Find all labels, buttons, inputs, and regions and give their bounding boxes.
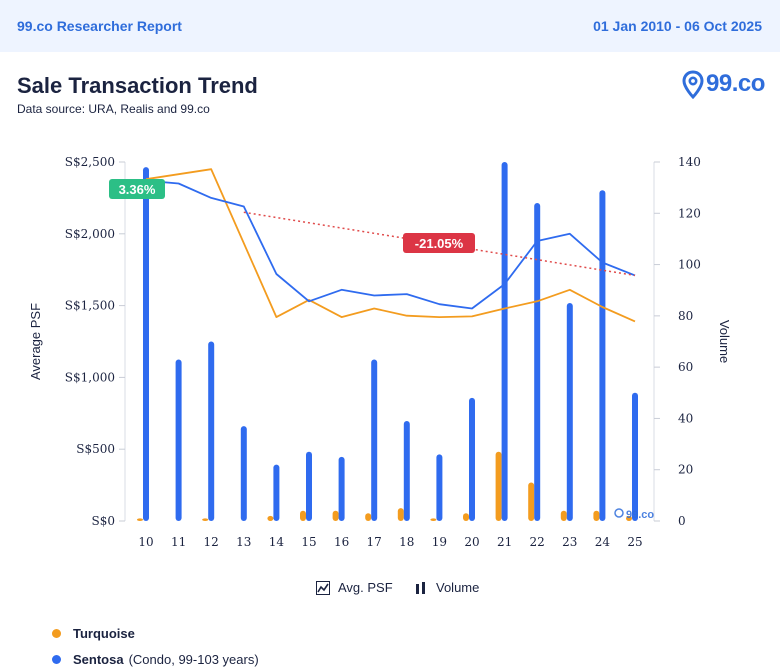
x-axis-tick-label: 14 (269, 535, 285, 549)
volume-bar-sentosa (273, 464, 280, 521)
trend-line (243, 211, 636, 277)
right-axis-tick-label: 20 (678, 463, 693, 477)
project-detail: (Condo, 99-103 years) (128, 651, 259, 667)
x-axis-tick-label: 12 (204, 535, 219, 549)
legend-avg-psf[interactable]: Avg. PSF (316, 580, 393, 595)
volume-bar-sentosa (371, 359, 378, 521)
x-axis-tick-label: 17 (367, 535, 382, 549)
legend-volume[interactable]: Volume (414, 580, 479, 595)
logo-text: 99.co (706, 70, 765, 97)
x-axis-tick-label: 10 (138, 535, 153, 549)
volume-bar-sentosa (306, 451, 312, 521)
chart-title: Sale Transaction Trend (17, 73, 258, 98)
volume-bar-turquoise (137, 518, 143, 521)
project-color-dot (52, 628, 61, 638)
brand-logo: 99.co (682, 68, 766, 102)
volume-bar-sentosa (208, 341, 215, 521)
volume-bar-sentosa (566, 303, 573, 521)
left-axis-tick-label: S$0 (92, 514, 116, 528)
right-axis-tick-label: 60 (678, 360, 693, 374)
volume-bar-turquoise (365, 513, 372, 521)
volume-bar-turquoise (593, 510, 600, 521)
volume-bar-turquoise (202, 518, 209, 521)
volume-bar-sentosa (534, 203, 541, 521)
growth-badge-label: 3.36% (119, 182, 156, 197)
location-pin-icon (682, 70, 704, 100)
volume-bar-sentosa (599, 190, 606, 521)
volume-bar-turquoise (300, 510, 306, 521)
project-color-dot (52, 654, 61, 664)
right-axis-tick-label: 140 (678, 155, 701, 169)
project-list: Turquoise Sentosa (Condo, 99-103 years) (52, 620, 259, 670)
change-badge-box (403, 233, 475, 253)
x-axis-tick-label: 21 (497, 535, 512, 549)
volume-bar-sentosa (240, 426, 247, 521)
left-axis-tick-label: S$1,500 (65, 299, 115, 313)
x-axis-tick-label: 15 (301, 535, 316, 549)
chart-watermark: 99.co (626, 509, 654, 521)
x-axis-tick-label: 13 (236, 535, 251, 549)
x-axis-tick-label: 18 (399, 535, 414, 549)
x-axis-tick-label: 19 (432, 535, 447, 549)
volume-bar-sentosa (501, 162, 508, 521)
change-badge-label: -21.05% (415, 236, 464, 251)
volume-bar-sentosa (403, 420, 410, 521)
data-source: Data source: URA, Realis and 99.co (17, 102, 210, 116)
left-axis-tick-label: S$2,500 (65, 155, 115, 169)
right-axis-tick-label: 80 (678, 309, 693, 323)
volume-bar-sentosa (632, 392, 638, 521)
x-axis-tick-label: 22 (530, 535, 545, 549)
project-name: Turquoise (73, 625, 135, 641)
sale-transaction-chart: S$0 S$500 S$1,000 S$1,500 S$2,000 S$2,500 0 20 4… (28, 155, 732, 549)
x-axis-tick-label: 16 (334, 535, 349, 549)
right-axis-title: Volume (717, 320, 732, 363)
project-item: Turquoise (52, 620, 259, 646)
volume-bar-turquoise (560, 510, 567, 521)
line-chart-icon (316, 580, 330, 595)
left-axis-tick-label: S$500 (76, 442, 115, 456)
volume-bar-turquoise (463, 513, 469, 521)
volume-bar-sentosa (436, 454, 443, 521)
x-axis-tick-label: 11 (171, 535, 186, 549)
volume-bar-turquoise (267, 515, 274, 521)
volume-bar-turquoise (397, 508, 404, 521)
chart-legend: Avg. PSF Volume (0, 580, 780, 602)
volume-bar-turquoise (626, 515, 632, 521)
volume-bar-turquoise (332, 510, 339, 521)
x-axis-tick-label: 20 (464, 535, 479, 549)
volume-bar-sentosa (469, 397, 475, 521)
project-name: Sentosa (73, 651, 124, 667)
right-axis-tick-label: 40 (678, 411, 693, 425)
date-range: 01 Jan 2010 - 06 Oct 2025 (593, 18, 762, 34)
x-axis-tick-label: 24 (595, 535, 611, 549)
left-axis-title: Average PSF (28, 303, 43, 380)
volume-bar-sentosa (143, 167, 149, 521)
report-title: 99.co Researcher Report (17, 18, 182, 34)
bar-chart-icon (416, 581, 425, 594)
report-header-bar: 99.co Researcher Report 01 Jan 2010 - 06… (0, 0, 780, 52)
x-axis-tick-label: 23 (562, 535, 577, 549)
psf-line-sentosa (145, 179, 636, 310)
volume-bar-turquoise (495, 451, 502, 521)
psf-line-turquoise (145, 168, 636, 323)
volume-bar-turquoise (528, 482, 535, 521)
volume-bar-sentosa (338, 456, 345, 521)
legend-volume-label: Volume (436, 580, 480, 595)
right-axis-tick-label: 100 (678, 258, 701, 272)
left-axis-tick-label: S$2,000 (65, 227, 115, 241)
x-axis-tick-label: 25 (627, 535, 642, 549)
watermark-pin-icon (614, 508, 624, 518)
legend-avg-psf-label: Avg. PSF (338, 580, 393, 595)
right-axis-tick-label: 0 (678, 514, 686, 528)
right-axis-tick-label: 120 (678, 206, 701, 220)
volume-bar-sentosa (175, 359, 182, 521)
left-axis-tick-label: S$1,000 (65, 370, 115, 384)
growth-badge-box (109, 179, 165, 199)
project-item: Sentosa (Condo, 99-103 years) (52, 646, 259, 670)
volume-bar-turquoise (430, 518, 437, 521)
